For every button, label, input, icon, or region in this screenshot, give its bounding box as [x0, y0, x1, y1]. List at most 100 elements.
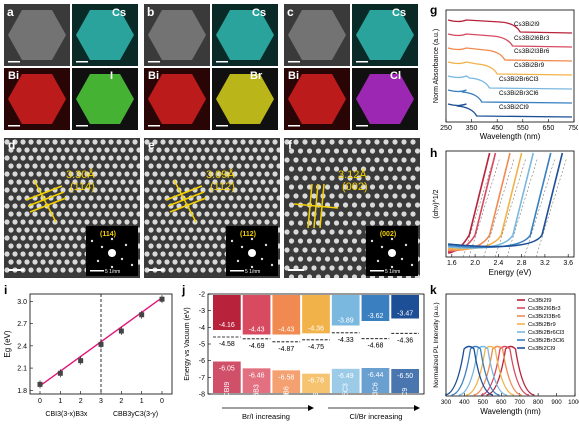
lattice-dot [264, 187, 270, 193]
y-tick-label: 3.0 [17, 299, 27, 306]
lattice-dot [347, 193, 353, 199]
lattice-dot [204, 227, 210, 233]
lattice-dot [208, 235, 214, 241]
lattice-dot [256, 219, 262, 225]
x-axis-label: Wavelength (nm) [480, 132, 541, 141]
lattice-dot [160, 251, 166, 257]
lattice-dot [44, 251, 50, 257]
lattice-dot [256, 171, 262, 177]
lattice-dot [84, 171, 90, 177]
scale-bar [8, 61, 20, 63]
fft-spot [240, 245, 244, 249]
lattice-dot [144, 187, 150, 193]
lattice-dot [244, 179, 250, 185]
lattice-dot [324, 166, 331, 172]
x-tick-label: 400 [459, 399, 470, 406]
lattice-dot [72, 179, 78, 185]
lattice-dot [297, 238, 304, 244]
lattice-dot [333, 220, 340, 226]
lattice-dot [80, 147, 86, 153]
eds-tile [212, 4, 278, 66]
lattice-dot [333, 256, 340, 262]
lattice-dot [180, 179, 186, 185]
lattice-dot [392, 193, 398, 199]
lattice-dot [387, 220, 394, 226]
lattice-dot [168, 139, 174, 145]
y-tick-label: -7 [199, 375, 205, 382]
lattice-dot [96, 179, 102, 185]
lattice-dot [383, 211, 389, 217]
lattice-dot [124, 187, 130, 193]
lattice-dot [12, 251, 18, 257]
lattice-dot [360, 202, 367, 208]
lattice-dot [172, 243, 178, 249]
lattice-dot [410, 175, 416, 181]
lattice-dot [36, 251, 42, 257]
fft-spot [270, 263, 274, 267]
lattice-dot [32, 147, 38, 153]
lattice-dot [108, 171, 114, 177]
lattice-dot [176, 139, 182, 145]
lattice-dot [232, 203, 238, 209]
lattice-dot [100, 187, 106, 193]
lattice-dot [172, 227, 178, 233]
lattice-dot [264, 219, 270, 225]
lattice-dot [410, 211, 416, 217]
lattice-dot [244, 147, 250, 153]
lattice-dot [315, 274, 322, 278]
lattice-dot [12, 171, 18, 177]
x-tick-label: 2 [79, 398, 83, 405]
lattice-dot [338, 265, 344, 271]
lattice-dot [108, 219, 114, 225]
lattice-dot [40, 211, 46, 217]
lattice-dot [224, 139, 230, 145]
lattice-dot [297, 274, 304, 278]
column-name: CBC9 [402, 388, 409, 407]
lattice-dot [260, 179, 266, 185]
lattice-dot [16, 179, 22, 185]
lattice-dot [16, 211, 22, 217]
lattice-dot [329, 211, 335, 217]
lattice-dot [100, 219, 106, 225]
x-tick-label: 2 [119, 398, 123, 405]
lattice-dot [392, 211, 398, 217]
lattice-dot [342, 202, 349, 208]
eds-panel-a: a Cs Bi I [4, 4, 140, 130]
lattice-dot [36, 235, 42, 241]
element-label-Bi: Bi [8, 70, 19, 82]
lattice-dot [378, 202, 385, 208]
fringe-markers [293, 183, 339, 229]
crystal-hexagon [356, 10, 414, 60]
lattice-dot [172, 211, 178, 217]
lattice-dot [311, 247, 317, 253]
lattice-dot [387, 166, 394, 172]
lattice-dot [148, 195, 154, 201]
lattice-dot [338, 175, 344, 181]
lattice-dot [96, 147, 102, 153]
lattice-dot [365, 157, 371, 163]
lattice-dot [369, 148, 376, 154]
inset-scale-bar [90, 270, 104, 272]
lattice-dot [383, 157, 389, 163]
lattice-dot [188, 259, 194, 265]
lattice-dot [88, 195, 94, 201]
lattice-dot [40, 179, 46, 185]
lattice-dot [338, 139, 344, 145]
lattice-dot [56, 259, 62, 265]
lattice-dot [264, 155, 270, 161]
pl-curve [473, 345, 522, 396]
lattice-dot [324, 238, 331, 244]
lattice-dot [369, 202, 376, 208]
fft-spot [376, 259, 380, 263]
inset-hkl: (114) [100, 231, 116, 238]
conduction-band [361, 295, 390, 321]
lattice-dot [414, 184, 420, 190]
lattice-dot [212, 259, 218, 265]
lattice-dot [116, 219, 122, 225]
lattice-dot [374, 193, 380, 199]
eds-tile [352, 68, 418, 130]
lattice-dot [256, 203, 262, 209]
lattice-dot [260, 163, 266, 169]
fringe-markers [165, 179, 207, 223]
lattice-dot [104, 211, 110, 217]
